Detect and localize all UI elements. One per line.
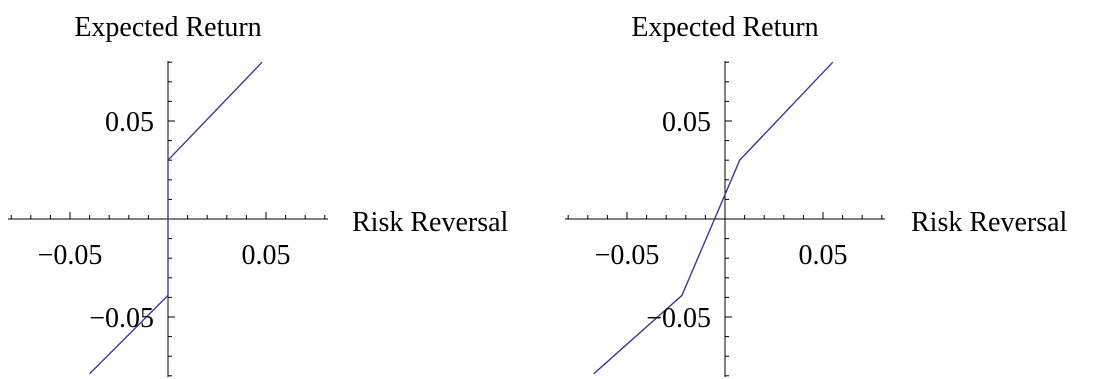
y-tick-label: −0.05 [646,303,711,334]
y-tick-label: −0.05 [89,303,154,334]
x-tick-label: 0.05 [799,240,848,271]
series-line-3 [89,294,169,375]
y-axis-label: Expected Return [74,12,261,43]
x-tick-label: −0.05 [595,240,660,271]
series-line-1 [593,61,834,375]
x-tick-label: 0.05 [242,240,291,271]
y-tick-label: 0.05 [662,107,711,138]
x-axis-label: Risk Reversal [352,207,509,238]
x-tick-label: −0.05 [38,240,103,271]
y-axis-label: Expected Return [631,12,818,43]
x-axis-label: Risk Reversal [911,207,1068,238]
y-tick-label: 0.05 [105,107,154,138]
chart-panel-2: −0.05 0.05 0.05 −0.05 Expected Return Risk Re… [565,12,1068,377]
series-line-1 [167,61,263,161]
chart-panel-1: −0.05 0.05 0.05 −0.05 Expected Return Risk Re… [8,12,509,377]
